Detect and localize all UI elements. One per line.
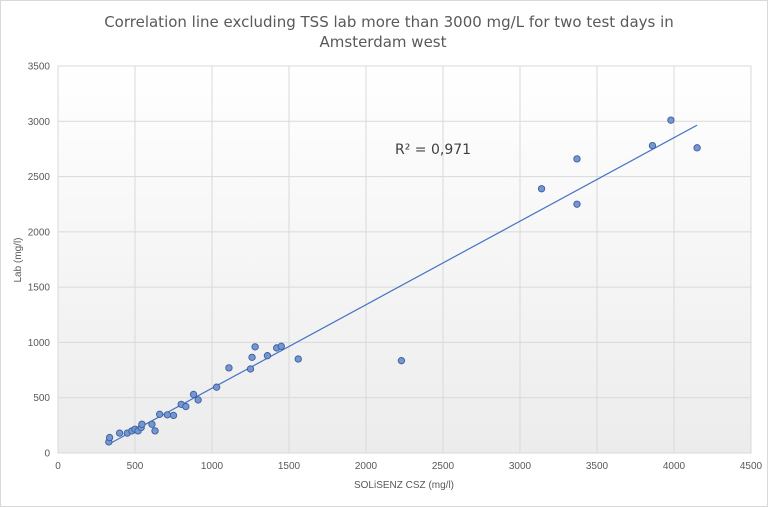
data-point (573, 155, 581, 163)
x-tick-label: 2000 (355, 461, 378, 472)
data-point (397, 357, 406, 365)
x-tick-label: 500 (127, 461, 144, 472)
data-point (648, 141, 657, 150)
data-point (537, 185, 546, 193)
data-point (263, 352, 272, 360)
x-tick-label: 0 (55, 461, 61, 472)
x-tick-label: 4500 (740, 461, 763, 472)
data-point (151, 427, 159, 435)
data-point (182, 402, 190, 411)
data-point (194, 396, 202, 404)
data-point (148, 420, 156, 428)
data-point (163, 411, 171, 419)
r-squared-annotation: R² = 0,971 (395, 142, 471, 158)
gridlines (58, 66, 751, 453)
x-tick-label: 2500 (432, 461, 455, 472)
y-tick-label: 1000 (28, 338, 51, 349)
chart-title-line2: Amsterdam west (320, 33, 447, 51)
plot-area (57, 65, 752, 454)
x-tick-label: 4000 (663, 461, 686, 472)
data-point (225, 364, 233, 372)
x-tick-label: 3000 (509, 461, 532, 472)
x-tick-label: 1000 (201, 461, 224, 472)
x-tick-labels: 0 500 1000 1500 2000 2500 3000 3500 4000 4500 (55, 461, 762, 472)
data-point (248, 353, 256, 362)
data-point (573, 200, 581, 208)
data-point (115, 429, 124, 437)
y-tick-label: 2500 (28, 172, 51, 183)
y-tick-label: 2000 (28, 227, 51, 238)
y-tick-label: 1500 (28, 283, 51, 294)
y-tick-label: 3000 (28, 117, 51, 128)
data-points (105, 116, 701, 446)
x-tick-label: 3500 (586, 461, 609, 472)
data-point (693, 144, 701, 152)
trend-line (108, 124, 698, 445)
data-point (667, 116, 675, 124)
y-tick-label: 500 (33, 393, 50, 404)
x-tick-label: 1500 (278, 461, 301, 472)
y-axis-title: Lab (mg/l) (13, 237, 24, 282)
data-point (277, 342, 285, 350)
data-point (251, 343, 259, 351)
x-axis-title: SOLiSENZ CSZ (mg/l) (354, 480, 454, 491)
chart-title-line1: Correlation line excluding TSS lab more … (104, 13, 674, 31)
y-tick-label: 3500 (28, 62, 51, 73)
data-point (189, 390, 198, 399)
data-point (294, 355, 302, 363)
data-point (105, 433, 114, 442)
y-tick-labels: 0 500 1000 1500 2000 2500 3000 3500 (28, 62, 51, 460)
data-point (212, 383, 221, 391)
data-point (169, 411, 178, 420)
data-point (138, 420, 146, 428)
y-tick-label: 0 (44, 449, 50, 460)
data-point (155, 410, 164, 418)
data-point (246, 365, 255, 373)
